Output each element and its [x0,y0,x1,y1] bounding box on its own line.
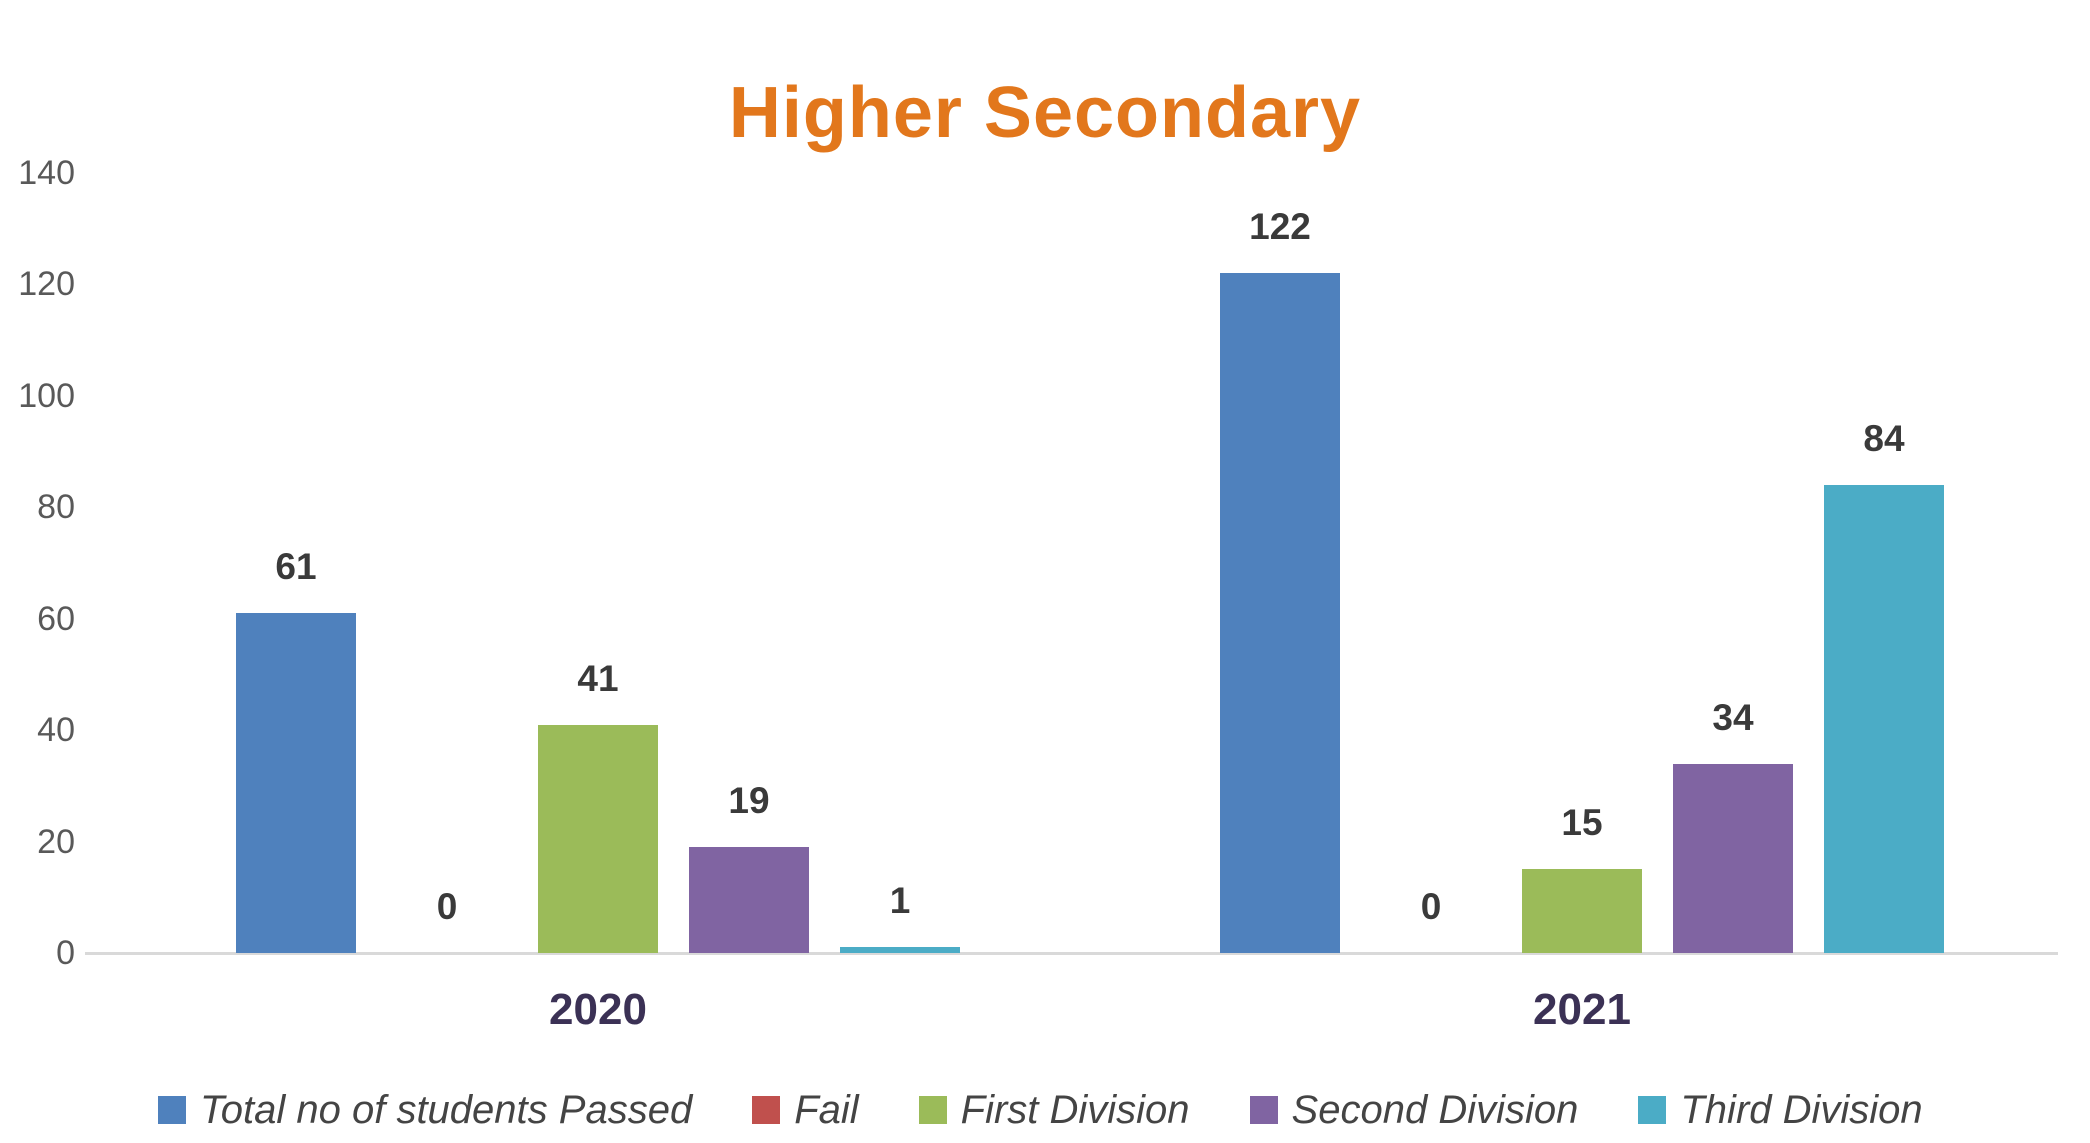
legend-label: First Division [960,1088,1190,1132]
y-axis-tick-label: 20 [37,822,75,861]
legend-label: Third Division [1680,1088,1923,1132]
y-axis-tick-label: 120 [18,265,75,304]
bar-value-label: 34 [1712,696,1754,738]
bar-value-label: 41 [577,657,619,699]
legend-item-first-division: First Division [918,1088,1190,1132]
legend-label: Total no of students Passed [200,1088,693,1132]
legend-swatch-icon [158,1096,186,1124]
legend-item-total-no-of-students-passed: Total no of students Passed [158,1088,692,1132]
legend-swatch-icon [752,1096,781,1124]
bar-total-no-of-students-passed-2021 [1220,273,1340,953]
bar-first-division-2021 [1522,869,1642,953]
legend-item-second-division: Second Division [1249,1088,1579,1132]
category-label-2021: 2021 [1533,985,1631,1034]
bar-value-label: 122 [1249,206,1311,248]
bar-value-label: 0 [436,886,458,927]
bar-value-label: 84 [1863,418,1905,459]
legend-swatch-icon [1638,1096,1667,1124]
x-axis-line [85,952,2058,955]
y-axis-tick-label: 0 [56,934,75,972]
legend-label: Fail [794,1088,859,1132]
bar-value-label: 15 [1561,802,1603,844]
legend-swatch-icon [1249,1096,1278,1124]
legend: Total no of students Passed Fail First Div… [158,1088,1923,1132]
chart-title: Higher Secondary [728,73,1362,153]
bar-total-no-of-students-passed-2020 [236,613,356,953]
y-axis-tick-label: 140 [18,154,75,192]
legend-item-fail: Fail [752,1088,859,1132]
bar-second-division-2021 [1673,763,1793,953]
bar-value-label: 19 [728,780,770,822]
y-axis-tick-label: 60 [37,599,75,638]
legend-item-third-division: Third Division [1638,1088,1923,1132]
bar-first-division-2020 [538,724,658,953]
bar-second-division-2020 [689,847,809,953]
y-axis-tick-label: 40 [37,711,75,750]
y-axis-tick-label: 80 [37,488,75,527]
bar-third-division-2021 [1824,485,1944,953]
y-axis-tick-label: 100 [18,376,75,415]
bar-third-division-2020 [840,947,960,953]
legend-label: Second Division [1291,1088,1579,1132]
bar-value-label: 61 [275,546,317,588]
category-label-2020: 2020 [549,985,647,1034]
bar-value-label: 1 [889,880,911,922]
legend-swatch-icon [918,1096,947,1124]
bar-value-label: 0 [1420,886,1442,927]
